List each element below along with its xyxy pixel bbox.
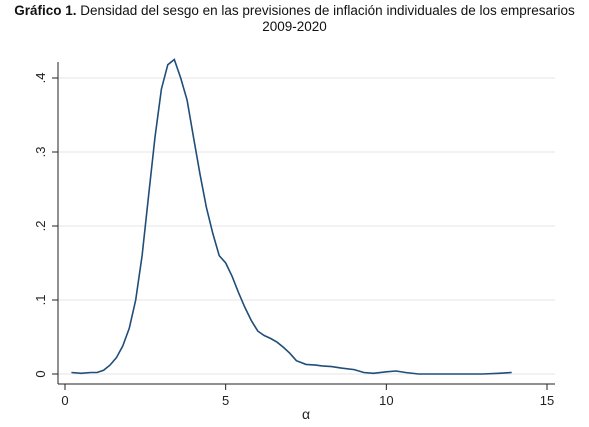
y-tick-label-0: 0	[33, 370, 48, 377]
y-axis-ticks: 0 .1 .2 .3 .4	[33, 73, 58, 378]
x-tick-label-1: 5	[222, 393, 229, 408]
density-series-line	[71, 58, 512, 375]
x-tick-label-3: 15	[540, 393, 554, 408]
chart-title-text: Densidad del sesgo en las previsiones de…	[80, 3, 575, 18]
chart-title: Gráfico 1. Densidad del sesgo en las pre…	[0, 3, 589, 35]
y-tick-label-1: .1	[33, 295, 48, 306]
chart-subtitle: 2009-2020	[262, 19, 327, 34]
x-tick-label-0: 0	[61, 393, 68, 408]
x-axis-ticks: 0 5 10 15	[61, 384, 554, 408]
chart-title-line-1: Gráfico 1. Densidad del sesgo en las pre…	[0, 3, 589, 19]
x-axis-title: α	[302, 406, 310, 422]
y-tick-label-3: .3	[33, 147, 48, 158]
axes	[57, 62, 555, 385]
gridlines	[58, 77, 555, 375]
x-tick-label-2: 10	[379, 393, 393, 408]
y-tick-label-4: .4	[33, 73, 48, 84]
y-tick-label-2: .2	[33, 221, 48, 232]
chart-title-lead: Gráfico 1.	[14, 3, 77, 18]
